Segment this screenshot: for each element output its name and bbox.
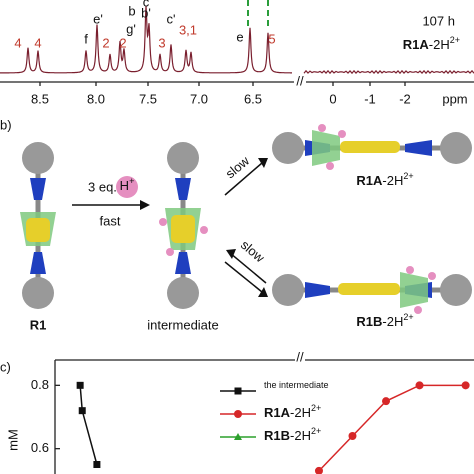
marker bbox=[234, 387, 242, 395]
panel-label: b) bbox=[0, 117, 12, 132]
chart-panel: c) mM // bbox=[0, 349, 474, 474]
molecule-intermediate bbox=[159, 142, 208, 309]
marker bbox=[234, 433, 242, 440]
peak-label: 2 bbox=[102, 35, 109, 50]
legend-label: the intermediate bbox=[264, 380, 329, 390]
marker bbox=[234, 410, 242, 418]
marker bbox=[348, 432, 357, 440]
peak-label: 2 bbox=[119, 35, 126, 50]
reagent-label: 3 eq. bbox=[88, 179, 117, 194]
scheme-panel: b) R1 3 eq. H+ fast intermediate slow bbox=[0, 117, 472, 332]
marker bbox=[415, 381, 424, 390]
molecule-label: R1 bbox=[30, 317, 47, 332]
tick-label: 8.5 bbox=[31, 91, 49, 106]
axis-break: // bbox=[296, 349, 304, 364]
axis-unit: ppm bbox=[442, 91, 467, 106]
tick-label: -1 bbox=[364, 91, 376, 106]
marker bbox=[461, 381, 470, 390]
molecule-label: intermediate bbox=[147, 317, 219, 332]
peak-label: 4 bbox=[34, 35, 41, 50]
series-line bbox=[79, 385, 98, 465]
peak-label: c' bbox=[167, 11, 176, 26]
y-axis-label: mM bbox=[5, 429, 20, 451]
tick-label: 0 bbox=[329, 91, 336, 106]
tick-label: 8.0 bbox=[87, 91, 105, 106]
molecule-label: R1A-2H2+ bbox=[356, 171, 413, 188]
condition-label: slow bbox=[223, 153, 253, 182]
legend-label: R1A-2H2+ bbox=[264, 403, 321, 420]
tick-label: -2 bbox=[399, 91, 411, 106]
peak-label: 4 bbox=[14, 35, 21, 50]
peak-label: 3 bbox=[158, 35, 165, 50]
series-line bbox=[318, 384, 466, 472]
condition-label: fast bbox=[100, 213, 121, 228]
molecule-r1a bbox=[272, 124, 472, 170]
panel-label: c) bbox=[0, 359, 11, 374]
peak-label: 3,1 bbox=[179, 22, 197, 37]
y-tick-label: 0.6 bbox=[31, 440, 49, 455]
tick-label: 7.0 bbox=[190, 91, 208, 106]
proton-label: H+ bbox=[120, 176, 135, 193]
tick-label: 6.5 bbox=[244, 91, 262, 106]
peak-label: g' bbox=[126, 21, 136, 36]
y-tick-label: 0.8 bbox=[31, 377, 49, 392]
axis-break: // bbox=[296, 73, 304, 88]
nmr-panel: // 107 h R1A-2H2+ ppm bbox=[0, 0, 474, 106]
marker bbox=[382, 397, 391, 406]
peak-label: e' bbox=[93, 11, 103, 26]
legend-label: R1B-2H2+ bbox=[264, 426, 321, 443]
marker bbox=[93, 461, 101, 468]
peak-label: f bbox=[84, 31, 88, 46]
peak-label: c bbox=[143, 0, 150, 9]
condition-label: slow bbox=[238, 237, 268, 266]
molecule-r1 bbox=[20, 142, 56, 309]
molecule-label: R1B-2H2+ bbox=[356, 312, 413, 329]
marker bbox=[314, 466, 323, 474]
peak-label: b bbox=[128, 3, 135, 18]
marker bbox=[76, 381, 84, 389]
peak-label: e bbox=[236, 29, 243, 44]
marker bbox=[78, 407, 86, 415]
spectrum bbox=[303, 69, 474, 75]
peak-label: b' bbox=[141, 5, 151, 20]
compound-label: R1A-2H2+ bbox=[403, 35, 460, 52]
molecule-r1b bbox=[272, 266, 472, 314]
peak-label: 5 bbox=[268, 31, 275, 46]
tick-label: 7.5 bbox=[139, 91, 157, 106]
spectrum bbox=[0, 5, 292, 74]
time-label: 107 h bbox=[422, 13, 455, 28]
